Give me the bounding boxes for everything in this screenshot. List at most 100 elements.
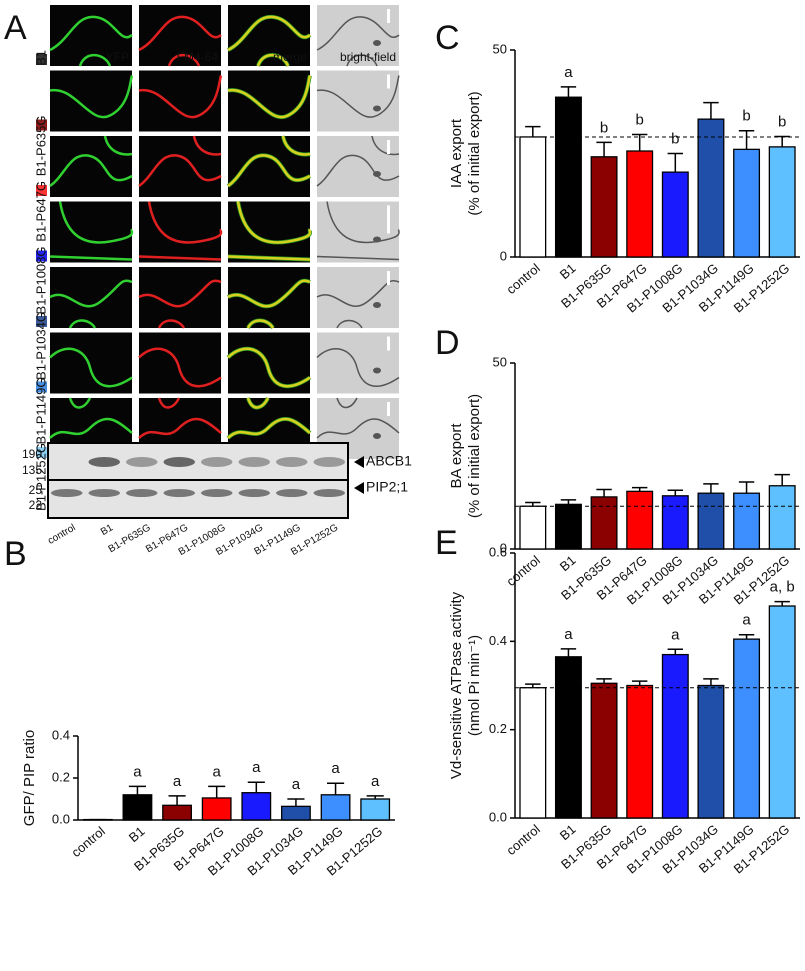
micrograph bbox=[138, 201, 223, 263]
organelle bbox=[373, 40, 381, 46]
band-label: ABCB1 bbox=[366, 453, 412, 469]
membrane bbox=[49, 201, 134, 261]
bar bbox=[626, 150, 654, 258]
band-arrow bbox=[354, 456, 364, 468]
channel-label: bright-field bbox=[340, 50, 396, 64]
row-label: B1-P1252G bbox=[33, 443, 48, 511]
image-background bbox=[317, 136, 399, 197]
y-tick-label: 0.6 bbox=[489, 544, 507, 559]
organelle bbox=[373, 367, 381, 374]
bar bbox=[626, 490, 654, 550]
image-background bbox=[228, 267, 310, 328]
significance-label: b bbox=[742, 108, 750, 125]
error-bar bbox=[774, 473, 790, 486]
micrograph: FM4-64 bbox=[138, 5, 222, 67]
bar bbox=[122, 794, 153, 821]
y-axis-label: (% of initial export) bbox=[466, 394, 483, 518]
panel-label: E bbox=[435, 524, 458, 562]
scale-bar bbox=[387, 402, 390, 416]
band bbox=[126, 489, 158, 497]
membrane bbox=[138, 75, 223, 119]
bar bbox=[733, 148, 761, 258]
bar bbox=[697, 492, 725, 550]
band-label: PIP2;1 bbox=[366, 479, 408, 495]
bar bbox=[590, 156, 618, 258]
marker-label: 135 bbox=[22, 463, 42, 477]
y-tick-label: 0.4 bbox=[489, 633, 507, 648]
band bbox=[163, 489, 195, 497]
membrane bbox=[316, 397, 400, 439]
band bbox=[51, 489, 83, 497]
bar bbox=[733, 492, 761, 550]
organelle bbox=[373, 171, 381, 177]
significance-label: b bbox=[600, 119, 608, 136]
marker-label: 22 bbox=[29, 498, 43, 512]
panel-label: D bbox=[435, 324, 460, 362]
micrograph bbox=[227, 201, 313, 263]
error-bar bbox=[631, 486, 648, 492]
membrane bbox=[227, 15, 311, 67]
bar bbox=[626, 684, 654, 819]
significance-label: a bbox=[133, 763, 142, 780]
panel-label: B bbox=[4, 535, 27, 573]
band bbox=[313, 489, 345, 497]
bar bbox=[281, 805, 311, 821]
membrane bbox=[316, 348, 400, 387]
scale-bar bbox=[387, 271, 390, 285]
y-tick-label: 0.0 bbox=[489, 809, 507, 824]
bar bbox=[162, 804, 192, 821]
membrane bbox=[49, 397, 133, 439]
y-tick-label: 50 bbox=[493, 354, 507, 369]
micrograph bbox=[138, 135, 222, 197]
channel-label: merge bbox=[273, 50, 307, 64]
y-axis-label: (nmol Pi min⁻¹) bbox=[466, 635, 483, 736]
bar bbox=[519, 505, 547, 550]
band bbox=[238, 457, 270, 467]
error-bar bbox=[738, 481, 755, 494]
y-axis-label: (% of initial export) bbox=[466, 91, 483, 215]
membrane bbox=[49, 75, 134, 119]
error-bar bbox=[631, 680, 648, 686]
row-color-key bbox=[36, 381, 47, 393]
micrograph bbox=[49, 267, 133, 329]
image-background bbox=[50, 267, 132, 328]
row-label: B1-P1034G bbox=[33, 312, 48, 380]
membrane bbox=[316, 16, 400, 67]
bar bbox=[768, 485, 796, 550]
error-bar bbox=[774, 600, 790, 606]
micrograph: YFP bbox=[49, 5, 133, 67]
band-arrow bbox=[354, 482, 364, 494]
image-background bbox=[139, 136, 221, 197]
membrane bbox=[49, 347, 133, 388]
membrane bbox=[316, 280, 400, 329]
row-label: B1 bbox=[33, 50, 48, 66]
row-color-key bbox=[36, 250, 47, 262]
error-bar bbox=[667, 648, 684, 655]
image-background bbox=[50, 136, 132, 197]
error-bar bbox=[703, 101, 719, 120]
significance-label: a bbox=[213, 763, 222, 780]
band bbox=[201, 489, 233, 497]
significance-label: a bbox=[252, 759, 261, 776]
row-color-key bbox=[36, 316, 47, 327]
error-bar bbox=[128, 785, 146, 795]
micrograph bbox=[138, 70, 223, 132]
row-label: B1-P1008G bbox=[33, 247, 48, 315]
image-background bbox=[139, 70, 221, 132]
membrane bbox=[49, 15, 133, 67]
error-bar bbox=[168, 795, 186, 806]
error-bar bbox=[366, 795, 384, 799]
y-axis-label: BA export bbox=[448, 423, 465, 489]
significance-label: a bbox=[292, 776, 301, 793]
bar bbox=[661, 653, 689, 819]
y-tick-label: 0 bbox=[500, 540, 507, 555]
membrane bbox=[138, 201, 223, 261]
membrane bbox=[49, 135, 133, 188]
membrane bbox=[138, 135, 222, 188]
row-color-key bbox=[36, 119, 47, 131]
micrograph bbox=[49, 201, 134, 263]
y-tick-label: 0 bbox=[500, 248, 507, 263]
membrane bbox=[138, 347, 222, 388]
membrane bbox=[49, 279, 133, 329]
error-bar bbox=[560, 648, 577, 657]
